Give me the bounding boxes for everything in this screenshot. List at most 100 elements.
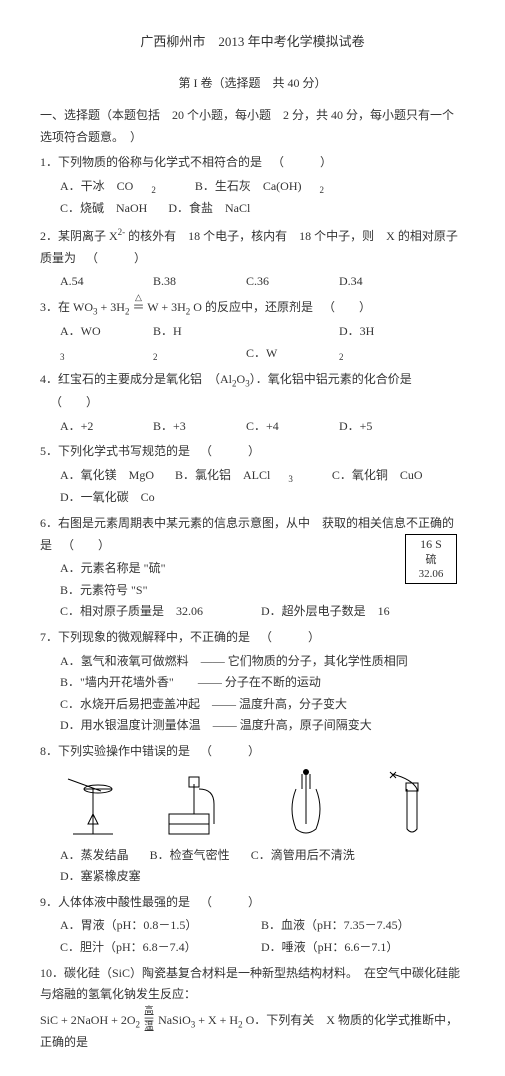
e3: + X + H bbox=[198, 1013, 238, 1027]
t: C．水烧开后易把壶盖冲起 bbox=[60, 697, 200, 711]
q5-b: B．氯化铝 ALCl 3 bbox=[175, 465, 311, 488]
q4-stem: 4．红宝石的主要成分是氧化铝 （Al2O3）．氧化铝中铝元素的化合价是（ ） bbox=[40, 369, 465, 413]
t: D．用水银温度计测量体温 bbox=[60, 718, 201, 732]
apparatus-b-icon bbox=[159, 769, 239, 839]
q4-opts: A．+2 B．+3 C．+4 D．+5 bbox=[60, 416, 465, 438]
paren: （ ） bbox=[323, 300, 371, 314]
q1-c: C．烧碱 NaOH bbox=[60, 198, 147, 220]
apparatus-a-icon bbox=[53, 769, 133, 839]
q9-d: D．唾液（pH：6.6－7.1） bbox=[261, 937, 441, 959]
paren: （ ） bbox=[50, 395, 98, 409]
q7-b: B．"墙内开花墙外香" —— 分子在不断的运动 bbox=[60, 672, 465, 694]
q2-s1: 2．某阴离子 X bbox=[40, 229, 118, 243]
t2: —— 温度升高，分子变大 bbox=[212, 697, 347, 711]
elem-top: 16 S bbox=[408, 537, 454, 553]
q5-a: A．氧化镁 MgO bbox=[60, 465, 154, 487]
q6-opts2: C．相对原子质量是 32.06 D．超外层电子数是 16 bbox=[60, 601, 465, 623]
q6-b: B．元素符号 "S" bbox=[60, 580, 240, 602]
elem-mid: 硫 bbox=[408, 553, 454, 567]
q2-d: D.34 bbox=[339, 271, 429, 293]
q3-c: C．W bbox=[246, 343, 336, 365]
q4-s2: O bbox=[237, 372, 246, 386]
s: 3 bbox=[60, 349, 150, 365]
q3-s2: + 3H bbox=[101, 300, 125, 314]
t: A．WO bbox=[60, 321, 150, 343]
q8-images bbox=[40, 769, 465, 839]
t2: —— 温度升高，原子间隔变大 bbox=[213, 718, 372, 732]
paren: （ ） bbox=[200, 744, 260, 758]
q7-s: 7．下列现象的微观解释中，不正确的是 bbox=[40, 630, 250, 644]
s: 2 bbox=[153, 349, 243, 365]
q6-d: D．超外层电子数是 16 bbox=[261, 601, 441, 623]
q7-d: D．用水银温度计测量体温 —— 温度升高，原子间隔变大 bbox=[60, 715, 465, 737]
paren: （ ） bbox=[200, 444, 260, 458]
t2: —— 它们物质的分子，其化学性质相同 bbox=[201, 654, 408, 668]
q4-s3: ）．氧化铝中铝元素的化合价是 bbox=[250, 372, 412, 386]
q4-b: B．+3 bbox=[153, 416, 243, 438]
paren: （ ） bbox=[260, 630, 320, 644]
section-title: 第 I 卷（选择题 共 40 分） bbox=[40, 73, 465, 95]
element-card: 16 S 硫 32.06 bbox=[405, 534, 457, 584]
q7-stem: 7．下列现象的微观解释中，不正确的是 （ ） bbox=[40, 627, 465, 649]
q8-c: C．滴管用后不清洗 bbox=[251, 845, 355, 867]
t: B．氯化铝 ALCl bbox=[175, 465, 270, 487]
q9-b: B．血液（pH：7.35－7.45） bbox=[261, 915, 441, 937]
q1-b-text: B．生石灰 Ca(OH) bbox=[195, 176, 302, 198]
q10-stem: 10．碳化硅（SiC）陶瓷基复合材料是一种新型热结构材料。 在空气中碳化硅能与熔… bbox=[40, 963, 465, 1006]
s: 2 bbox=[186, 306, 191, 316]
q1-stem: 1．下列物质的俗称与化学式不相符合的是 （ ） bbox=[40, 152, 465, 174]
q2-stem: 2．某阴离子 X2- 的核外有 18 个电子，核内有 18 个中子，则 X 的相… bbox=[40, 224, 465, 269]
t: B．H bbox=[153, 321, 243, 343]
q1-a-sub: 2 bbox=[151, 182, 156, 198]
intro-text: 一、选择题（本题包括 20 个小题，每小题 2 分，共 40 分，每小题只有一个… bbox=[40, 108, 454, 144]
paren: （ ） bbox=[200, 895, 260, 909]
q3-d: D．3H2 bbox=[339, 321, 429, 365]
paren: （ ） bbox=[272, 155, 332, 169]
q1-opts: A．干冰 CO 2 B．生石灰 Ca(OH)2 bbox=[60, 176, 465, 199]
cond: 高温 bbox=[143, 1002, 155, 1034]
t: D．3H bbox=[339, 321, 429, 343]
q5-opts: A．氧化镁 MgO B．氯化铝 ALCl3 C．氧化铜 CuO D．一氧化碳 C… bbox=[60, 465, 465, 509]
apparatus-c-icon bbox=[266, 769, 346, 839]
q6-stem: 6．右图是元素周期表中某元素的信息示意图，从中 获取的相关信息不正确的是（ ） bbox=[40, 513, 465, 556]
q2-b: B.38 bbox=[153, 271, 243, 293]
q1-stem-text: 1．下列物质的俗称与化学式不相符合的是 bbox=[40, 155, 262, 169]
section-intro: 一、选择题（本题包括 20 个小题，每小题 2 分，共 40 分，每小题只有一个… bbox=[40, 105, 465, 148]
q1-b: B．生石灰 Ca(OH)2 bbox=[195, 176, 342, 199]
q10-eq: SiC + 2NaOH + 2O2 高温＝ NaSiO3 + X + H2 O．… bbox=[40, 1010, 465, 1054]
q3-stem: 3．在 WO3 + 3H2 △＝ W + 3H2 O 的反应中，还原剂是（ ） bbox=[40, 297, 465, 320]
q4-a: A．+2 bbox=[60, 416, 150, 438]
q3-opts: A．WO 3 B．H 2 C．W D．3H2 bbox=[60, 321, 465, 365]
q6-a: A．元素名称是 "硫" bbox=[60, 558, 240, 580]
elem-bot: 32.06 bbox=[408, 567, 454, 581]
q1-opts2: C．烧碱 NaOH D．食盐 NaCl bbox=[60, 198, 465, 220]
t: B．"墙内开花墙外香" bbox=[60, 675, 174, 689]
delta: △ bbox=[132, 289, 144, 305]
s: 2 bbox=[238, 1019, 243, 1029]
q3-a: A．WO 3 bbox=[60, 321, 150, 365]
q1-a-text: A．干冰 CO bbox=[60, 176, 133, 198]
doc-title: 广西柳州市 2013 年中考化学模拟试卷 bbox=[40, 30, 465, 53]
t: A．氢气和液氧可做燃料 bbox=[60, 654, 189, 668]
e2: NaSiO bbox=[158, 1013, 191, 1027]
q9-s: 9．人体体液中酸性最强的是 bbox=[40, 895, 190, 909]
q8-stem: 8．下列实验操作中错误的是（ ） bbox=[40, 741, 465, 763]
q8-b: B．检查气密性 bbox=[150, 845, 230, 867]
t2: —— 分子在不断的运动 bbox=[198, 675, 321, 689]
q5-stem: 5．下列化学式书写规范的是 （ ） bbox=[40, 441, 465, 463]
q5-s: 5．下列化学式书写规范的是 bbox=[40, 444, 190, 458]
s: 3 bbox=[288, 471, 293, 487]
q9-c: C．胆汁（pH：6.8－7.4） bbox=[60, 937, 240, 959]
q4-s1: 4．红宝石的主要成分是氧化铝 （Al bbox=[40, 372, 232, 386]
q3-s4: O 的反应中，还原剂是 bbox=[193, 300, 313, 314]
q5-d: D．一氧化碳 Co bbox=[60, 487, 155, 509]
q9-stem: 9．人体体液中酸性最强的是 （ ） bbox=[40, 892, 465, 914]
q7-a: A．氢气和液氧可做燃料 —— 它们物质的分子，其化学性质相同 bbox=[60, 651, 465, 673]
q9-opts2: C．胆汁（pH：6.8－7.4） D．唾液（pH：6.6－7.1） bbox=[60, 937, 465, 959]
paren: （ ） bbox=[62, 538, 110, 552]
s: 2 bbox=[125, 306, 130, 316]
q9-a: A．胃液（pH：0.8－1.5） bbox=[60, 915, 240, 937]
q2-c: C.36 bbox=[246, 271, 336, 293]
s: 2 bbox=[136, 1019, 141, 1029]
apparatus-d-icon bbox=[372, 769, 452, 839]
